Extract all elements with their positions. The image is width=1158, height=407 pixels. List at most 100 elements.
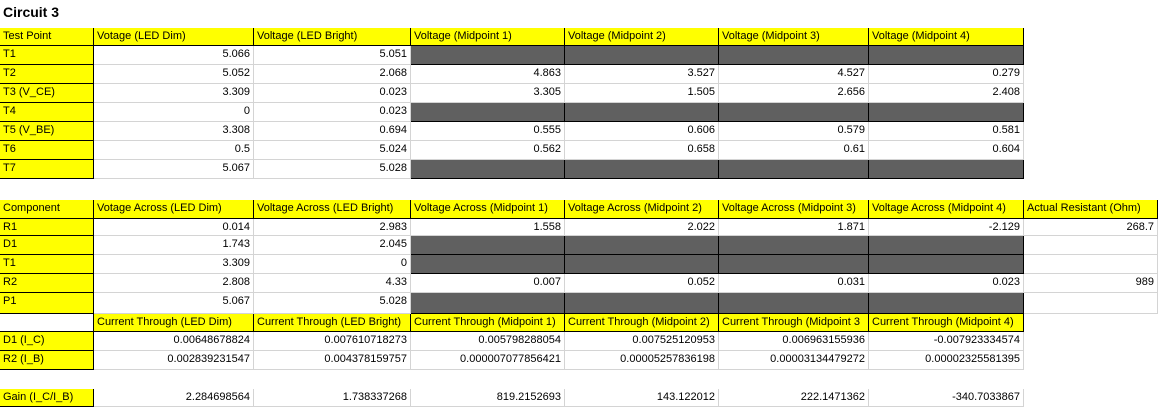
table-cell[interactable]: 3.309 xyxy=(94,84,254,103)
table-cell[interactable]: 3.308 xyxy=(94,122,254,141)
table-cell[interactable]: 0.562 xyxy=(411,141,565,160)
table-cell[interactable]: 0.000007077856421 xyxy=(411,351,565,370)
table-cell[interactable] xyxy=(719,293,869,314)
table-cell[interactable]: 4.863 xyxy=(411,65,565,84)
table2-header-2[interactable]: Voltage Across (LED Bright) xyxy=(254,200,411,219)
table1-header-0[interactable]: Test Point xyxy=(0,28,94,46)
table-cell[interactable]: 5.051 xyxy=(254,46,411,65)
gain-cell[interactable]: 143.122012 xyxy=(565,389,719,407)
table-cell[interactable]: 0.007610718273 xyxy=(254,332,411,351)
test-point-label[interactable]: T5 (V_BE) xyxy=(0,122,94,141)
table-cell[interactable]: 0.694 xyxy=(254,122,411,141)
table-cell[interactable]: 0.002839231547 xyxy=(94,351,254,370)
table-cell[interactable] xyxy=(411,293,565,314)
table-cell[interactable] xyxy=(869,293,1024,314)
table-cell[interactable]: 0.023 xyxy=(254,84,411,103)
table-cell[interactable]: 0.581 xyxy=(869,122,1024,141)
table-cell[interactable] xyxy=(869,255,1024,274)
component-label[interactable]: D1 xyxy=(0,236,94,255)
table-cell[interactable]: 1.871 xyxy=(719,219,869,236)
table-cell[interactable]: 989 xyxy=(1024,274,1158,293)
table-cell[interactable]: 0.00005257836198 xyxy=(565,351,719,370)
table-cell[interactable]: 0.023 xyxy=(254,103,411,122)
table1-header-5[interactable]: Voltage (Midpoint 3) xyxy=(719,28,869,46)
table-cell[interactable] xyxy=(1024,236,1158,255)
table-cell[interactable]: 0.658 xyxy=(565,141,719,160)
table-cell[interactable]: 2.808 xyxy=(94,274,254,293)
table-cell[interactable]: 2.022 xyxy=(565,219,719,236)
table-cell[interactable] xyxy=(411,103,565,122)
table2-header-0[interactable]: Component xyxy=(0,200,94,219)
table-cell[interactable]: 5.052 xyxy=(94,65,254,84)
table-cell[interactable]: 5.028 xyxy=(254,160,411,179)
table3-header-3[interactable]: Current Through (Midpoint 1) xyxy=(411,314,565,332)
table-cell[interactable]: 0 xyxy=(254,255,411,274)
table-cell[interactable]: -0.007923334574 xyxy=(869,332,1024,351)
test-point-label[interactable]: T6 xyxy=(0,141,94,160)
test-point-label[interactable]: T4 xyxy=(0,103,94,122)
table-cell[interactable]: 0.00002325581395 xyxy=(869,351,1024,370)
table-cell[interactable] xyxy=(565,103,719,122)
table-cell[interactable] xyxy=(565,236,719,255)
table-cell[interactable]: 0 xyxy=(94,103,254,122)
table-cell[interactable]: 0.555 xyxy=(411,122,565,141)
component-label[interactable]: R2 xyxy=(0,274,94,293)
table-cell[interactable]: 0.579 xyxy=(719,122,869,141)
table-cell[interactable] xyxy=(411,255,565,274)
table-cell[interactable]: 0.004378159757 xyxy=(254,351,411,370)
table-cell[interactable]: 0.606 xyxy=(565,122,719,141)
table1-header-6[interactable]: Voltage (Midpoint 4) xyxy=(869,28,1024,46)
gain-cell[interactable]: 819.2152693 xyxy=(411,389,565,407)
table-cell[interactable]: 3.527 xyxy=(565,65,719,84)
table-cell[interactable]: 0.007525120953 xyxy=(565,332,719,351)
table3-header-0[interactable] xyxy=(0,314,94,332)
gain-cell[interactable]: 2.284698564 xyxy=(94,389,254,407)
table-cell[interactable]: -2.129 xyxy=(869,219,1024,236)
table-cell[interactable]: 5.067 xyxy=(94,160,254,179)
table-cell[interactable]: 5.024 xyxy=(254,141,411,160)
gain-label[interactable]: Gain (I_C/I_B) xyxy=(0,389,94,407)
table3-header-1[interactable]: Current Through (LED Dim) xyxy=(94,314,254,332)
table-cell[interactable]: 2.408 xyxy=(869,84,1024,103)
table-cell[interactable] xyxy=(719,236,869,255)
component-label[interactable]: T1 xyxy=(0,255,94,274)
table-cell[interactable]: 1.558 xyxy=(411,219,565,236)
table-cell[interactable]: 0.61 xyxy=(719,141,869,160)
table-cell[interactable]: 0.031 xyxy=(719,274,869,293)
table-cell[interactable]: 2.068 xyxy=(254,65,411,84)
table-cell[interactable]: 0.014 xyxy=(94,219,254,236)
current-label[interactable]: R2 (I_B) xyxy=(0,351,94,370)
table-cell[interactable] xyxy=(719,46,869,65)
table-cell[interactable] xyxy=(869,46,1024,65)
table-cell[interactable] xyxy=(565,293,719,314)
table-cell[interactable]: 0.006963155936 xyxy=(719,332,869,351)
table-cell[interactable]: 2.045 xyxy=(254,236,411,255)
table2-header-1[interactable]: Votage Across (LED Dim) xyxy=(94,200,254,219)
table3-header-5[interactable]: Current Through (Midpoint 3 xyxy=(719,314,869,332)
table-cell[interactable]: 3.305 xyxy=(411,84,565,103)
table-cell[interactable]: 0.604 xyxy=(869,141,1024,160)
table-cell[interactable]: 2.656 xyxy=(719,84,869,103)
table-cell[interactable] xyxy=(719,103,869,122)
table3-header-6[interactable]: Current Through (Midpoint 4) xyxy=(869,314,1024,332)
gain-cell[interactable]: 1.738337268 xyxy=(254,389,411,407)
table3-header-4[interactable]: Current Through (Midpoint 2) xyxy=(565,314,719,332)
table1-header-2[interactable]: Voltage (LED Bright) xyxy=(254,28,411,46)
table3-header-2[interactable]: Current Through (LED Bright) xyxy=(254,314,411,332)
test-point-label[interactable]: T7 xyxy=(0,160,94,179)
table-cell[interactable]: 0.007 xyxy=(411,274,565,293)
table-cell[interactable] xyxy=(411,236,565,255)
table-cell[interactable]: 4.33 xyxy=(254,274,411,293)
test-point-label[interactable]: T3 (V_CE) xyxy=(0,84,94,103)
table-cell[interactable]: 5.028 xyxy=(254,293,411,314)
table2-header-3[interactable]: Voltage Across (Midpoint 1) xyxy=(411,200,565,219)
table-cell[interactable]: 0.00003134479272 xyxy=(719,351,869,370)
table-cell[interactable]: 0.279 xyxy=(869,65,1024,84)
test-point-label[interactable]: T2 xyxy=(0,65,94,84)
table2-header-6[interactable]: Voltage Across (Midpoint 4) xyxy=(869,200,1024,219)
table-cell[interactable]: 4.527 xyxy=(719,65,869,84)
table-cell[interactable] xyxy=(565,46,719,65)
table-cell[interactable] xyxy=(411,46,565,65)
current-label[interactable]: D1 (I_C) xyxy=(0,332,94,351)
table-cell[interactable]: 5.066 xyxy=(94,46,254,65)
